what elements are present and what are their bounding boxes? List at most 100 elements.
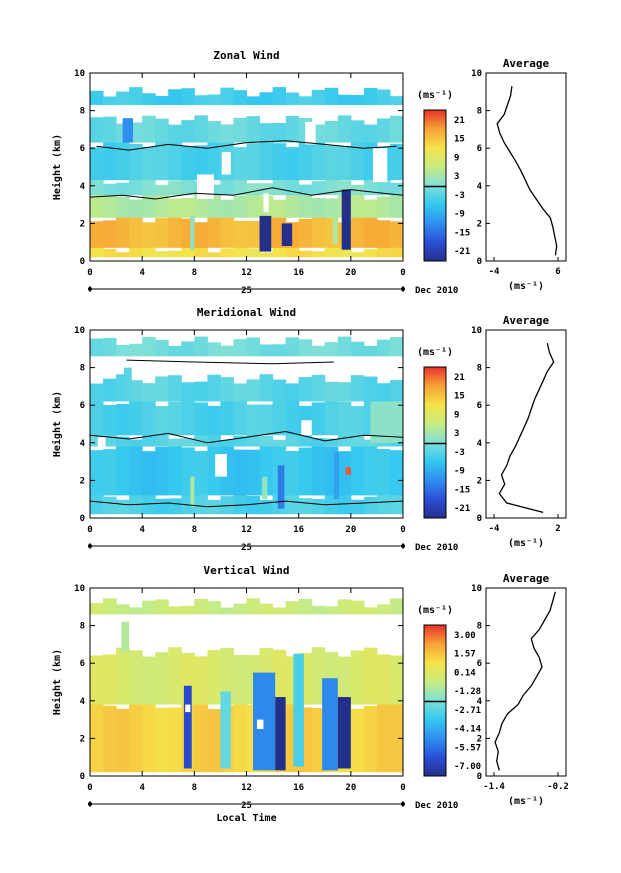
heatmap-layer-cell [311, 707, 326, 773]
panel-title: Meridional Wind [197, 306, 296, 319]
data-gap [263, 193, 269, 213]
heatmap-layer-cell [337, 94, 352, 105]
contour-line [96, 140, 397, 151]
heatmap-layer-cell [220, 87, 234, 105]
colorbar-tick-label: -4.14 [454, 725, 482, 735]
heatmap-feature [121, 621, 130, 652]
heatmap-layer-cell [90, 221, 104, 248]
heatmap-layer-cell [350, 192, 365, 218]
heatmap-layer-cell [129, 607, 143, 615]
y-tick-label: 0 [80, 772, 85, 782]
heatmap-layer-cell [350, 216, 365, 248]
heatmap-layer-cell [207, 215, 221, 248]
contour-line [90, 500, 403, 508]
y-tick-label: 4 [80, 439, 86, 449]
data-gap [305, 121, 316, 145]
avg-y-tick-label: 10 [471, 69, 482, 79]
x-tick-label: 20 [345, 268, 356, 278]
heatmap-layer-cell [155, 376, 169, 402]
heatmap-layer-cell [155, 406, 169, 436]
heatmap-layer-cell [324, 606, 339, 615]
heatmap-feature [190, 476, 195, 507]
heatmap-layer-cell [168, 498, 182, 515]
avg-y-tick-label: 6 [477, 659, 482, 669]
panel-title: Vertical Wind [203, 564, 289, 577]
contour-line [90, 430, 403, 444]
heatmap-layer-cell [129, 439, 143, 447]
colorbar-tick-label: 0.14 [454, 668, 476, 678]
heatmap-area [90, 336, 403, 515]
heatmap-layer-cell [168, 250, 182, 258]
heatmap-layer-cell [90, 147, 104, 181]
heatmap-layer-cell [155, 118, 169, 143]
heatmap-layer-cell [376, 699, 391, 773]
colorbar-unit: (ms⁻¹) [417, 605, 453, 616]
heatmap-layer-cell [181, 145, 195, 181]
heatmap-layer-cell [350, 445, 365, 496]
heatmap-layer-cell [259, 435, 274, 447]
y-tick-label: 8 [80, 622, 85, 632]
heatmap-layer-cell [220, 607, 234, 615]
avg-unit-label: (ms⁻¹) [508, 538, 544, 549]
heatmap-layer-cell [194, 381, 208, 402]
heatmap-layer-cell [194, 656, 208, 705]
heatmap-layer-cell [129, 175, 143, 196]
heatmap-layer-cell [389, 495, 403, 515]
heatmap-layer-cell [233, 339, 247, 357]
heatmap-layer-cell [272, 246, 287, 258]
x-tick-label: 0 [400, 783, 405, 793]
day-line-dot [401, 544, 405, 548]
heatmap-layer-cell [272, 123, 287, 143]
heatmap-layer-cell [220, 248, 234, 258]
avg-title: Average [503, 314, 550, 327]
avg-title: Average [503, 57, 550, 70]
heatmap-layer-cell [155, 218, 169, 248]
heatmap-layer-cell [337, 245, 352, 258]
heatmap-layer-cell [90, 90, 104, 105]
y-tick-label: 0 [80, 257, 85, 267]
heatmap-layer-cell [129, 245, 143, 258]
heatmap-layer-cell [337, 115, 352, 143]
heatmap-layer-cell [116, 137, 130, 181]
avg-unit-label: (ms⁻¹) [508, 281, 544, 292]
heatmap-layer-cell [116, 442, 130, 496]
heatmap-layer-cell [90, 655, 104, 705]
heatmap-layer-cell [233, 435, 247, 447]
heatmap-layer-cell [363, 647, 378, 705]
avg-profile-line [494, 591, 556, 771]
heatmap-layer-cell [90, 176, 104, 196]
heatmap-layer-cell [207, 709, 221, 773]
heatmap-layer-cell [168, 375, 182, 402]
data-gap [256, 719, 264, 729]
heatmap-layer-cell [168, 401, 182, 436]
heatmap-layer-cell [363, 124, 378, 143]
heatmap-layer-cell [194, 222, 208, 248]
heatmap-feature [332, 215, 338, 245]
heatmap-layer-cell [129, 87, 143, 105]
contour-line [126, 359, 334, 365]
heatmap-layer-cell [207, 193, 221, 218]
heatmap-layer-cell [168, 180, 182, 196]
heatmap-layer-cell [194, 115, 208, 143]
heatmap-feature [190, 215, 195, 250]
heatmap-layer-cell [298, 339, 313, 357]
heatmap-layer-cell [350, 650, 365, 705]
x-tick-label: 12 [241, 525, 252, 535]
heatmap-layer-cell [116, 604, 130, 615]
heatmap-layer-cell [116, 252, 130, 258]
heatmap-layer-cell [155, 446, 169, 496]
heatmap-layer-cell [311, 213, 326, 248]
heatmap-layer-cell [285, 433, 300, 447]
heatmap-layer-cell [207, 138, 221, 181]
x-tick-label: 16 [293, 783, 304, 793]
data-gap [215, 454, 227, 477]
x-tick-label: 12 [241, 783, 252, 793]
heatmap-layer-cell [220, 124, 234, 143]
heatmap-layer-cell [389, 221, 403, 248]
heatmap-feature [262, 476, 268, 500]
avg-x-tick-label: -0.2 [547, 782, 569, 792]
heatmap-layer-cell [129, 199, 143, 218]
heatmap-layer-cell [246, 183, 261, 196]
heatmap-layer-cell [181, 605, 195, 615]
heatmap-layer-cell [285, 337, 300, 357]
